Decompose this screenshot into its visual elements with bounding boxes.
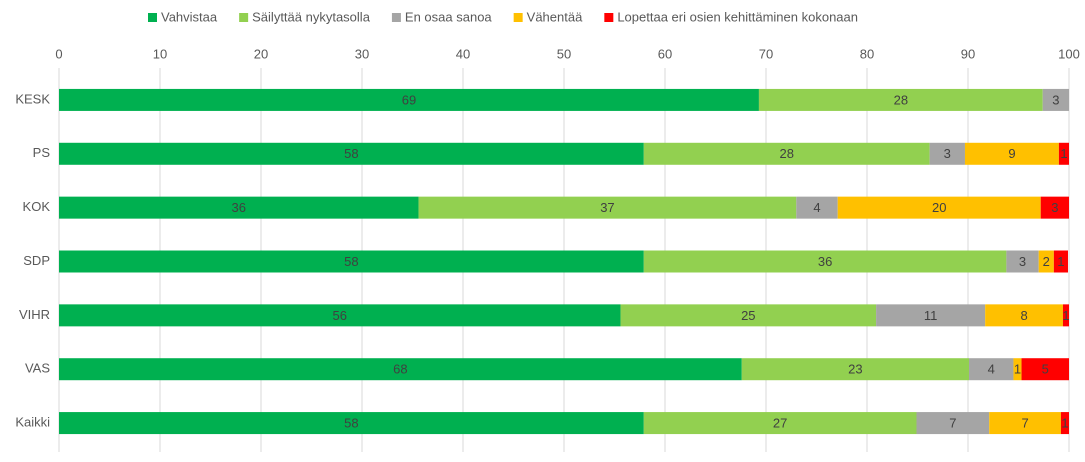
data-label: 1 xyxy=(1014,362,1021,377)
data-label: 56 xyxy=(333,308,347,323)
data-label: 28 xyxy=(894,92,908,107)
data-label: 3 xyxy=(1052,92,1059,107)
bar-segment xyxy=(59,250,644,273)
x-tick-label: 60 xyxy=(658,46,672,61)
data-label: 5 xyxy=(1042,362,1049,377)
bar-segment xyxy=(1062,304,1069,327)
data-label: 69 xyxy=(402,92,416,107)
bar-segment xyxy=(1013,358,1022,381)
bar-segment xyxy=(985,304,1063,327)
bar-segment xyxy=(620,304,877,327)
bar-segment xyxy=(643,142,930,165)
data-label: 4 xyxy=(813,200,820,215)
data-label: 58 xyxy=(344,146,358,161)
bar-segment xyxy=(796,196,838,219)
data-label: 36 xyxy=(818,254,832,269)
x-tick-label: 10 xyxy=(153,46,167,61)
legend-label: Vähentää xyxy=(527,9,583,24)
data-label: 1 xyxy=(1060,146,1067,161)
y-tick-label: KESK xyxy=(15,91,50,106)
data-label: 28 xyxy=(779,146,793,161)
x-tick-label: 40 xyxy=(456,46,470,61)
data-label: 68 xyxy=(393,362,407,377)
data-label: 2 xyxy=(1043,254,1050,269)
data-label: 27 xyxy=(773,416,787,431)
bar-segment xyxy=(59,196,419,219)
x-tick-label: 20 xyxy=(254,46,268,61)
bar-segment xyxy=(1042,88,1069,111)
data-label: 7 xyxy=(949,416,956,431)
bar-segment xyxy=(1038,250,1054,273)
legend-label: En osaa sanoa xyxy=(405,9,493,24)
bar-segment xyxy=(643,250,1007,273)
y-tick-label: SDP xyxy=(23,253,50,268)
x-tick-label: 80 xyxy=(860,46,874,61)
data-label: 36 xyxy=(232,200,246,215)
bar-segment xyxy=(916,412,990,435)
y-tick-label: Kaikki xyxy=(15,415,50,430)
data-label: 11 xyxy=(924,308,938,323)
data-label: 58 xyxy=(344,416,358,431)
x-tick-label: 0 xyxy=(55,46,62,61)
data-label: 1 xyxy=(1062,308,1069,323)
bar-segment xyxy=(1021,358,1069,381)
data-label: 20 xyxy=(932,200,946,215)
legend-swatch xyxy=(239,13,249,22)
bar-segment xyxy=(59,88,759,111)
bar-segment xyxy=(59,142,644,165)
x-tick-label: 70 xyxy=(759,46,773,61)
bar-segment xyxy=(1060,412,1069,435)
legend-label: Lopettaa eri osien kehittäminen kokonaan xyxy=(617,9,858,24)
legend-swatch xyxy=(391,13,401,22)
legend-swatch xyxy=(513,13,523,22)
bar-segment xyxy=(969,358,1014,381)
y-tick-label: PS xyxy=(33,145,51,160)
bar-segment xyxy=(418,196,797,219)
x-tick-label: 50 xyxy=(557,46,571,61)
legend-label: Vahvistaa xyxy=(161,9,218,24)
bar-segment xyxy=(758,88,1043,111)
bar-segment xyxy=(741,358,970,381)
legend-swatch xyxy=(148,13,157,22)
bar-segment xyxy=(59,304,621,327)
data-label: 4 xyxy=(988,362,995,377)
data-label: 1 xyxy=(1057,254,1064,269)
legend-swatch xyxy=(604,13,614,22)
bar-segment xyxy=(643,412,917,435)
data-label: 9 xyxy=(1008,146,1015,161)
bar-segment xyxy=(876,304,986,327)
bar-segment xyxy=(929,142,965,165)
data-label: 58 xyxy=(344,254,358,269)
y-tick-label: KOK xyxy=(23,199,51,214)
x-tick-label: 90 xyxy=(961,46,975,61)
x-tick-label: 100 xyxy=(1058,46,1080,61)
bar-segment xyxy=(964,142,1059,165)
bar-segment xyxy=(1058,142,1069,165)
x-tick-label: 30 xyxy=(355,46,369,61)
bar-segment xyxy=(1040,196,1069,219)
bar-segment xyxy=(1006,250,1039,273)
bar-segment xyxy=(837,196,1041,219)
data-label: 37 xyxy=(600,200,614,215)
legend-label: Säilyttää nykytasolla xyxy=(252,9,371,24)
data-label: 25 xyxy=(741,308,755,323)
y-tick-label: VIHR xyxy=(19,307,50,322)
data-label: 3 xyxy=(944,146,951,161)
data-label: 1 xyxy=(1061,416,1068,431)
data-label: 7 xyxy=(1021,416,1028,431)
data-label: 23 xyxy=(848,362,862,377)
data-label: 8 xyxy=(1020,308,1027,323)
y-tick-label: VAS xyxy=(25,361,50,376)
bar-segment xyxy=(1053,250,1068,273)
bar-segment xyxy=(59,358,742,381)
bar-segment xyxy=(59,412,644,435)
bar-segment xyxy=(989,412,1061,435)
data-label: 3 xyxy=(1019,254,1026,269)
data-label: 3 xyxy=(1051,200,1058,215)
